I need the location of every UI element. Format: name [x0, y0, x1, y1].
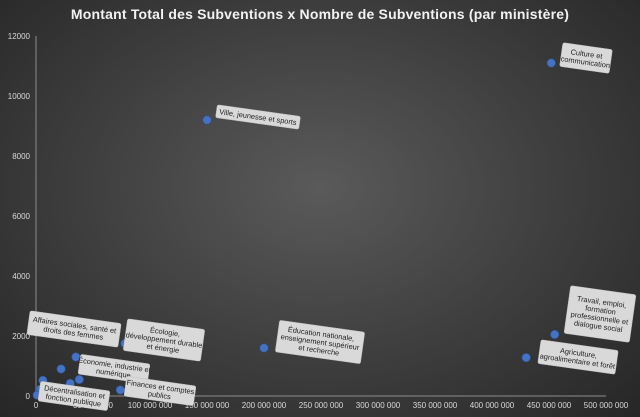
data-point	[546, 58, 556, 68]
data-point	[115, 385, 125, 395]
data-point	[202, 115, 212, 125]
chart-title: Montant Total des Subventions x Nombre d…	[70, 6, 570, 22]
data-label-line: Écologie,	[149, 325, 180, 338]
x-tick-label: 100 000 000	[128, 401, 173, 410]
y-tick-label: 12000	[8, 32, 31, 41]
x-tick-label: 300 000 000	[356, 401, 401, 410]
data-label-callout: Éducation nationale,enseignement supérie…	[275, 320, 365, 364]
y-tick-label: 2000	[12, 332, 30, 341]
data-point	[56, 364, 66, 374]
data-point	[521, 353, 531, 363]
y-tick-label: 6000	[12, 212, 30, 221]
x-tick-label: 150 000 000	[185, 401, 230, 410]
y-tick-label: 4000	[12, 272, 30, 281]
data-label-line: Ville, jeunesse et sports	[219, 107, 298, 127]
data-point	[259, 343, 269, 353]
x-tick-label: 400 000 000	[470, 401, 515, 410]
x-tick-label: 350 000 000	[413, 401, 458, 410]
x-tick-label: 450 000 000	[527, 401, 572, 410]
data-label-line: Culture et	[570, 47, 603, 60]
x-tick-label: 200 000 000	[242, 401, 287, 410]
data-label-callout: Agriculture,agroalimentaire et forêt	[537, 339, 619, 375]
data-label-line: publics	[147, 389, 171, 401]
data-point	[550, 329, 560, 339]
y-tick-label: 10000	[8, 92, 31, 101]
x-tick-label: 500 000 000	[584, 401, 629, 410]
x-tick-label: 250 000 000	[299, 401, 344, 410]
data-label-callout: Ville, jeunesse et sports	[215, 104, 301, 130]
y-tick-label: 8000	[12, 152, 30, 161]
y-tick-label: 0	[26, 392, 31, 401]
x-tick-label: 0	[34, 401, 39, 410]
data-label-callout: Travail, emploi,formationprofessionnelle…	[563, 285, 637, 343]
data-label-line: formation	[585, 303, 617, 316]
data-point	[74, 374, 84, 384]
